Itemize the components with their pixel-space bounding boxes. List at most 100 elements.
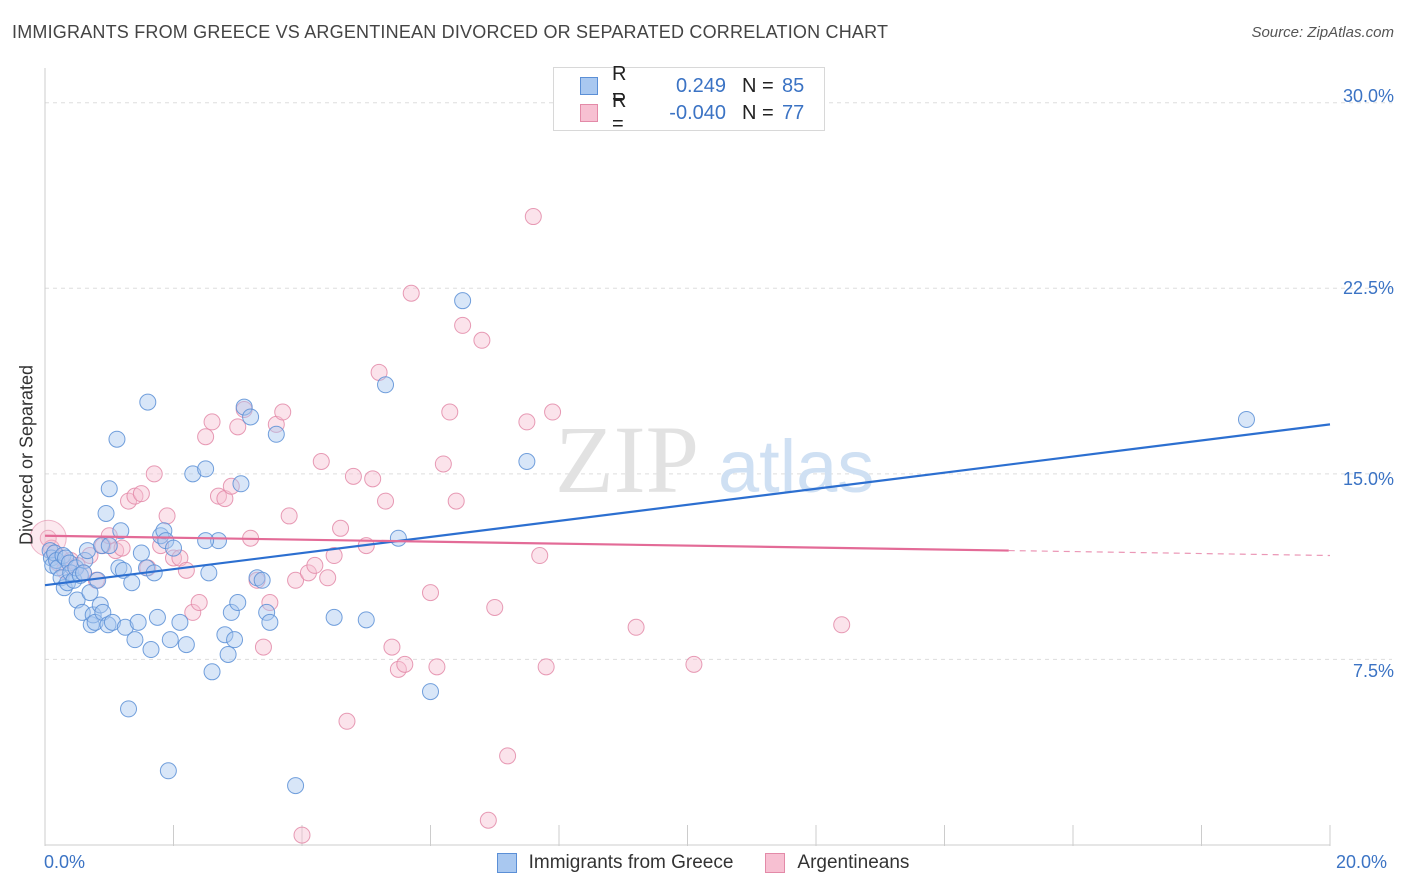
greece-point xyxy=(226,631,244,649)
greece-swatch xyxy=(496,853,517,873)
watermark: ZIP atlas xyxy=(555,406,874,513)
n-value: 77 xyxy=(782,101,805,124)
argentineans-point xyxy=(499,747,517,765)
greece-point xyxy=(132,544,150,562)
argentineans-point xyxy=(113,539,131,557)
argentineans-point xyxy=(338,712,356,730)
argentineans-point xyxy=(524,208,542,226)
greece-point xyxy=(235,398,253,416)
argentineans-point xyxy=(229,418,247,436)
stats-row-greece: R = 0.249 N = 85 xyxy=(554,63,805,108)
argentineans-point xyxy=(254,638,272,656)
greece-point xyxy=(258,603,276,621)
argentineans-point xyxy=(833,616,851,634)
greece-point xyxy=(81,584,99,602)
argentineans-point xyxy=(627,618,645,636)
argentineans-point xyxy=(274,403,292,421)
greece-point xyxy=(232,475,250,493)
argentineans-point xyxy=(383,638,401,656)
argentineans-point xyxy=(132,485,150,503)
argentineans-point xyxy=(39,529,57,547)
x-tick-label-max: 20.0% xyxy=(1336,852,1388,872)
argentineans-point xyxy=(261,594,279,612)
argentineans-point xyxy=(377,492,395,510)
greece-point xyxy=(422,683,439,701)
argentineans-point xyxy=(319,569,337,587)
greece-point xyxy=(219,645,237,663)
argentineans-point xyxy=(396,655,414,673)
argentineans-point xyxy=(441,403,459,421)
argentineans-point xyxy=(158,507,176,525)
greece-trend-line xyxy=(44,423,1331,587)
greece-point xyxy=(222,603,240,621)
argentineans-point xyxy=(434,455,452,473)
y-tick-label: 15.0% xyxy=(1342,469,1394,489)
greece-point xyxy=(184,465,202,483)
greece-point xyxy=(116,618,134,636)
greece-point xyxy=(209,532,227,550)
argentineans-point xyxy=(422,584,439,602)
series-legend: Immigrants from Greece Argentineans xyxy=(0,852,1406,874)
stats-row-argentineans: R = -0.040 N = 77 xyxy=(554,90,805,135)
greece-point xyxy=(103,613,121,631)
r-label: R = xyxy=(612,90,627,135)
greece-point xyxy=(287,777,305,795)
legend-item-argentineans[interactable]: Argentineans xyxy=(765,852,909,874)
watermark-zip: ZIP xyxy=(555,406,699,513)
argentineans-point xyxy=(197,428,215,446)
argentineans-point xyxy=(364,470,382,488)
y-tick-label: 7.5% xyxy=(1352,661,1394,681)
greece-point xyxy=(76,551,94,569)
legend-label: Immigrants from Greece xyxy=(528,852,734,873)
greece-point xyxy=(100,480,118,498)
y-tick-label: 30.0% xyxy=(1342,86,1394,106)
argentineans-point xyxy=(222,477,240,495)
trend-lines xyxy=(44,423,1331,587)
greece-point xyxy=(75,564,93,582)
greece-point xyxy=(126,631,144,649)
series-greece xyxy=(41,292,1255,795)
argentineans-swatch xyxy=(765,853,786,873)
greece-point xyxy=(108,430,126,448)
greece-point xyxy=(100,537,118,555)
argentineans-point xyxy=(81,547,99,565)
greece-point xyxy=(357,611,375,629)
greece-point xyxy=(200,564,218,582)
y-axis-title: Divorced or Separated xyxy=(16,364,37,546)
n-label: N = xyxy=(742,74,774,97)
greece-point xyxy=(518,453,536,470)
source-label: Source: ZipAtlas.com xyxy=(1251,24,1394,41)
greece-point xyxy=(454,292,472,310)
r-value: -0.040 xyxy=(669,101,726,124)
n-label: N = xyxy=(742,101,774,124)
greece-point xyxy=(389,529,407,547)
argentineans-point xyxy=(177,561,195,579)
chart-title: IMMIGRANTS FROM GREECE VS ARGENTINEAN DI… xyxy=(12,22,889,42)
greece-point xyxy=(177,636,195,654)
r-value: 0.249 xyxy=(675,74,726,97)
argentineans-trend-line xyxy=(44,534,1009,552)
argentineans-point xyxy=(293,826,311,844)
greece-point xyxy=(197,532,215,550)
argentineans-point xyxy=(325,547,343,565)
greece-point xyxy=(377,376,395,394)
greece-point xyxy=(203,663,221,681)
greece-point xyxy=(120,700,138,718)
legend-item-greece[interactable]: Immigrants from Greece xyxy=(496,852,734,874)
axes xyxy=(44,68,1331,846)
legend-label: Argentineans xyxy=(797,852,910,873)
stats-legend: R = 0.249 N = 85 R = -0.040 N = 77 xyxy=(553,63,825,135)
greece-point xyxy=(129,613,147,631)
greece-point xyxy=(161,631,179,649)
greece-point xyxy=(97,504,115,522)
n-value: 85 xyxy=(782,74,805,97)
greece-point xyxy=(139,393,157,411)
greece-point xyxy=(267,425,285,443)
argentineans-point xyxy=(537,658,555,676)
greece-point xyxy=(229,594,247,612)
argentineans-point xyxy=(479,811,497,829)
argentineans-point xyxy=(203,413,221,431)
argentineans-point xyxy=(447,492,465,510)
argentineans-point xyxy=(165,549,182,567)
greece-point xyxy=(73,603,91,621)
